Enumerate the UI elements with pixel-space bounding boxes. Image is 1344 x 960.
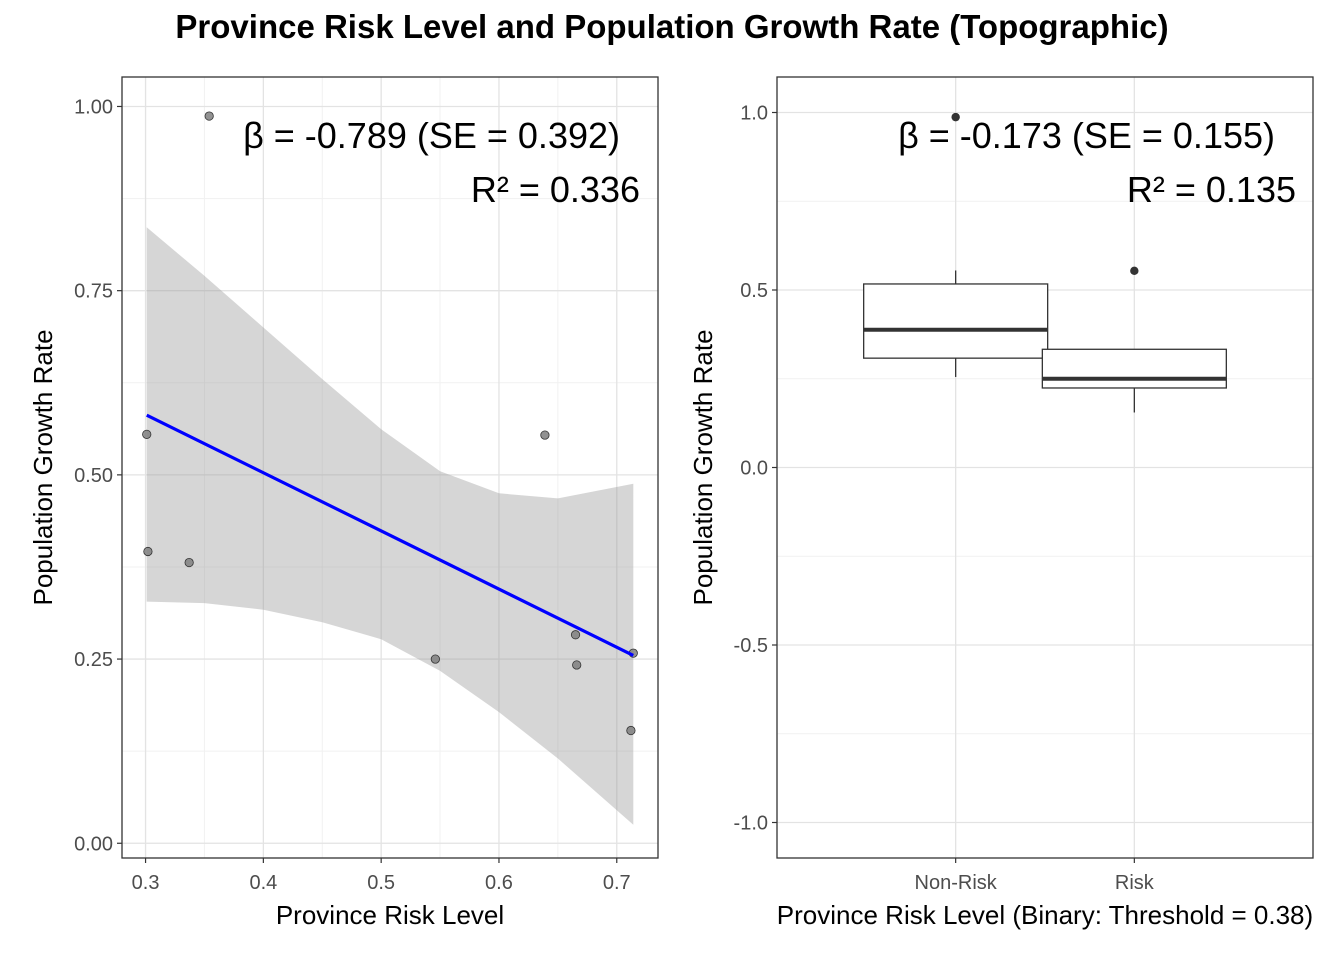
y-axis-label: Population Growth Rate (28, 329, 58, 605)
y-tick-label: 0.0 (740, 458, 768, 480)
scatter-panel: 0.3 0.4 0.5 0.6 0.7 0.00 0.25 0.50 0.75 1.00 Provi… (28, 76, 659, 930)
x-tick-label: Risk (1115, 872, 1155, 894)
y-tick-label: 0.00 (74, 833, 113, 855)
x-axis-label: Province Risk Level (276, 900, 504, 930)
boxplot-panel: Non-Risk Risk -1.0 -0.5 0.0 0.5 1.0 Province Ri… (688, 76, 1314, 930)
y-tick-label: 0.5 (740, 280, 768, 302)
x-tick-label: Non-Risk (915, 872, 998, 894)
y-axis-label: Population Growth Rate (688, 329, 718, 605)
x-tick-label: 0.3 (132, 872, 160, 894)
data-point (142, 429, 152, 439)
data-point (540, 430, 550, 440)
data-point (143, 546, 153, 557)
y-tick-label: 0.75 (74, 281, 113, 303)
box (1041, 348, 1227, 389)
data-point (184, 557, 194, 568)
data-point (204, 111, 214, 121)
r-squared-annotation: R² = 0.336 (471, 169, 640, 210)
y-tick-label: -1.0 (734, 813, 768, 835)
x-tick-label: 0.6 (485, 872, 513, 894)
x-tick-label: 0.5 (367, 872, 395, 894)
data-point (570, 630, 581, 640)
beta-annotation: β = -0.789 (SE = 0.392) (243, 115, 620, 156)
x-tick-label: 0.7 (603, 872, 631, 894)
y-tick-label: -0.5 (734, 635, 768, 657)
r-squared-annotation: R² = 0.135 (1127, 169, 1296, 210)
data-point (572, 660, 582, 670)
y-tick-label: 0.50 (74, 465, 113, 487)
chart-title: Province Risk Level and Population Growt… (175, 8, 1169, 45)
outlier-point (951, 112, 960, 122)
beta-annotation: β = -0.173 (SE = 0.155) (898, 115, 1275, 156)
y-tick-label: 1.0 (740, 103, 768, 125)
data-point (626, 725, 636, 736)
y-tick-label: 1.00 (74, 96, 113, 118)
outlier-point (1130, 266, 1139, 276)
data-point (430, 654, 440, 664)
confidence-band (146, 227, 634, 825)
panel-border (121, 76, 659, 859)
y-tick-label: 0.25 (74, 649, 113, 671)
x-axis-label: Province Risk Level (Binary: Threshold =… (777, 900, 1313, 930)
regression-line (146, 413, 634, 657)
box (863, 283, 1049, 359)
x-tick-label: 0.4 (249, 872, 277, 894)
